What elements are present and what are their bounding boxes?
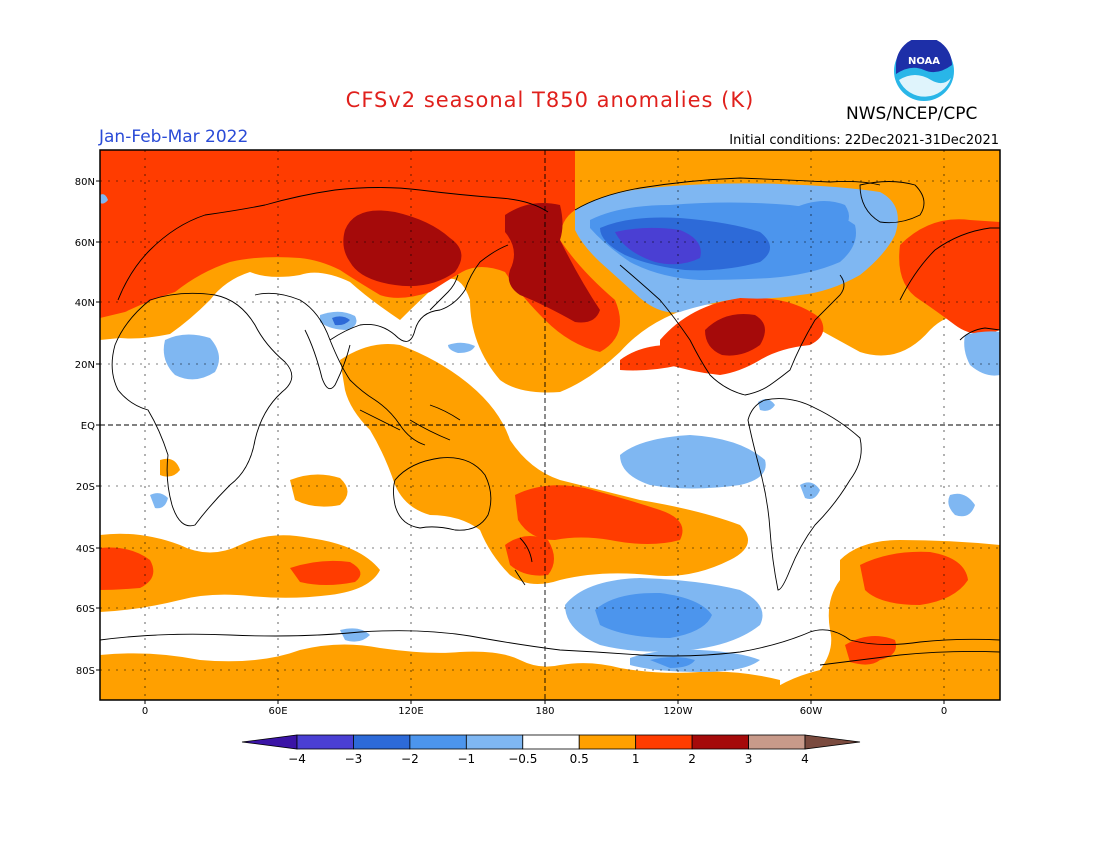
south-atlantic-warm-right-core: [860, 551, 968, 605]
colorbar-low-arrow: [241, 734, 298, 750]
colorbar-label: −0.5: [508, 752, 537, 766]
latitude-label: 20N: [75, 360, 95, 371]
agency-label: NWS/NCEP/CPC: [846, 104, 978, 124]
s-africa-warm: [290, 474, 348, 507]
longitude-label: 60E: [268, 706, 287, 717]
colorbar-swatch: [635, 734, 693, 750]
season-label: Jan-Feb-Mar 2022: [99, 127, 249, 147]
colorbar-high-arrow: [804, 734, 861, 750]
colorbar-swatch: [465, 734, 524, 750]
colorbar-label: −3: [345, 752, 363, 766]
colorbar-label: −2: [401, 752, 419, 766]
europe-warm: [899, 219, 1000, 334]
colorbar-label: −4: [288, 752, 306, 766]
new-zealand-warm: [505, 536, 554, 576]
latitude-label: 40S: [76, 544, 95, 555]
colorbar-label: 0.5: [570, 752, 589, 766]
latitude-label: EQ: [81, 421, 95, 432]
latitude-label: 80N: [75, 177, 95, 188]
colorbar-label: 4: [801, 752, 809, 766]
atlantic-cold-small: [800, 482, 820, 499]
tibet-cold-core: [332, 316, 350, 326]
indian-cold-right: [948, 493, 975, 517]
longitude-label: 120E: [398, 706, 423, 717]
ross-sea-cold-core: [650, 657, 695, 668]
longitude-labels: 0 60E 120E 180 120W 60W 0: [142, 700, 947, 717]
latitude-label: 60S: [76, 604, 95, 615]
sahara-cold: [163, 334, 219, 380]
colorbar-swatch: [353, 734, 411, 750]
colorbar-label: 3: [745, 752, 753, 766]
longitude-label: 120W: [664, 706, 693, 717]
initial-conditions-label: Initial conditions: 22Dec2021-31Dec2021: [729, 133, 999, 148]
e-pacific-cold: [620, 435, 766, 489]
s-pacific-cold-core: [595, 592, 712, 638]
latitude-labels: 80N 60N 40N 20N EQ 20S 40S 60S 80S: [75, 177, 100, 677]
colorbar: −4 −3 −2 −1 −0.5 0.5 1 2 3 4: [241, 734, 861, 766]
south-atlantic-warm-left: [100, 533, 380, 612]
longitude-label: 0: [142, 706, 148, 717]
latitude-label: 80S: [76, 666, 95, 677]
longitude-label: 0: [941, 706, 947, 717]
tasman-warm: [449, 397, 491, 445]
us-warm-strong: [705, 314, 765, 356]
siberia-warm-strong: [343, 210, 462, 287]
antarctica-warm: [100, 644, 780, 700]
pacific-warm-tongue: [620, 345, 684, 371]
w-pacific-cold: [448, 342, 475, 353]
noaa-logo-icon: NOAA: [894, 40, 954, 101]
south-atlantic-warm-left-core: [100, 547, 154, 590]
colorbar-swatch: [522, 734, 580, 750]
gridlines: [100, 150, 1000, 700]
e-pacific-warm: [160, 458, 180, 477]
colorbar-swatch: [578, 734, 637, 750]
s-atlantic-cold: [150, 493, 168, 509]
s-indian-warm-core: [290, 560, 361, 585]
canada-cold-core: [615, 227, 701, 265]
bering-warm-strong: [505, 202, 600, 323]
caribbean-cold: [758, 399, 775, 411]
se-atlantic-cold: [964, 331, 1000, 376]
longitude-label: 180: [535, 706, 554, 717]
colorbar-label: 2: [688, 752, 696, 766]
atlantic-west-cold: [100, 194, 108, 204]
greenland-cold: [790, 201, 849, 235]
map-title: CFSv2 seasonal T850 anomalies (K): [345, 88, 755, 112]
latitude-label: 40N: [75, 298, 95, 309]
colorbar-label: 1: [632, 752, 640, 766]
colorbar-swatch: [296, 734, 354, 750]
south-pacific-warm: [515, 485, 683, 544]
logo-lettering: NOAA: [908, 56, 940, 67]
ross-sea-cold: [630, 649, 760, 672]
anomaly-fields: [100, 150, 1000, 700]
colorbar-swatch: [748, 734, 806, 750]
longitude-label: 60W: [800, 706, 823, 717]
latitude-label: 60N: [75, 238, 95, 249]
colorbar-swatch: [409, 734, 467, 750]
latitude-label: 20S: [76, 482, 95, 493]
colorbar-swatch: [691, 734, 749, 750]
colorbar-label: −1: [457, 752, 475, 766]
